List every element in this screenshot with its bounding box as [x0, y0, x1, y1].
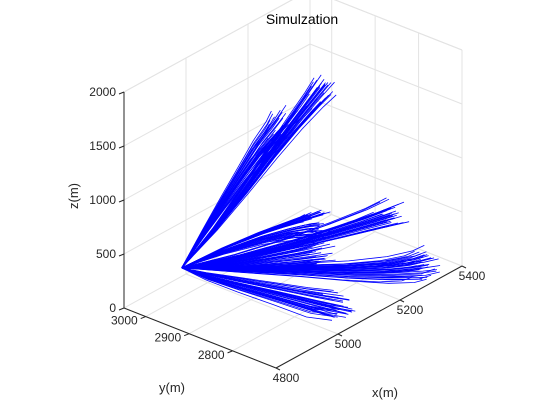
trajectory-line [181, 139, 284, 269]
z-axis-label: z(m) [66, 183, 81, 209]
y-axis-label: y(m) [159, 380, 185, 395]
x-tick-label: 4800 [273, 371, 300, 385]
trajectory-line [181, 197, 387, 269]
grid-line [309, 205, 463, 267]
trajectory-line [181, 129, 282, 269]
x-tick [461, 265, 467, 269]
trajectory-line [181, 94, 337, 269]
grid-line [333, 0, 463, 51]
grid-line [309, 151, 463, 213]
trajectory-line [181, 112, 287, 269]
trajectory-line [181, 214, 306, 269]
trajectory-line [181, 235, 325, 269]
trajectory-line [181, 267, 422, 273]
y-tick [227, 350, 233, 354]
z-tick [118, 91, 125, 95]
trajectory-line [181, 113, 274, 269]
z-tick [118, 145, 125, 149]
x-tick-label: 5000 [335, 337, 362, 351]
trajectory-line [181, 223, 324, 269]
trajectory-line [181, 112, 314, 269]
x-tick [399, 299, 405, 303]
trajectory-line [181, 267, 352, 312]
trajectory-line [181, 209, 322, 269]
trajectory-line [181, 267, 346, 314]
trajectory-line [181, 267, 339, 299]
grid-line [123, 151, 311, 255]
y-axis-line [123, 307, 277, 369]
trajectory-line [181, 267, 321, 272]
trajectory-line [181, 267, 335, 318]
z-tick [118, 253, 125, 257]
trajectories [181, 74, 441, 321]
z-tick-label: 2000 [89, 85, 116, 99]
x-tick [337, 333, 343, 337]
y-tick [140, 316, 146, 320]
trajectory-line [181, 267, 423, 278]
y-tick-label: 2800 [198, 348, 225, 362]
trajectory-line [181, 216, 385, 269]
z-tick-label: 500 [96, 247, 116, 261]
z-tick [118, 199, 125, 203]
x-tick-label: 5400 [459, 269, 486, 283]
chart-title: Simulzation [266, 11, 338, 27]
trajectory-line [181, 117, 280, 269]
grid-line [188, 231, 376, 335]
x-axis-line [275, 265, 463, 369]
trajectory-line [181, 84, 329, 269]
y-tick-label: 2900 [154, 331, 181, 345]
trajectory-line [181, 262, 317, 269]
trajectory-line [181, 267, 412, 283]
trajectory-line [181, 212, 393, 269]
grid-line [123, 205, 311, 309]
trajectory-line [181, 243, 319, 269]
trajectory-line [181, 257, 325, 269]
trajectory-line [181, 251, 313, 269]
trajectory-line [181, 212, 325, 269]
x-tick-label: 5200 [397, 303, 424, 317]
trajectory-line [181, 240, 314, 269]
trajectory-line [181, 146, 283, 269]
y-tick-label: 3000 [111, 314, 138, 328]
grid-line [185, 273, 339, 335]
trajectory-line [181, 267, 432, 281]
trajectory-line [181, 126, 270, 269]
grid-line [309, 43, 463, 105]
trajectory-line [181, 267, 337, 315]
z-tick-label: 0 [109, 301, 116, 315]
trajectory-line [181, 267, 420, 274]
x-axis-label: x(m) [372, 385, 398, 400]
grid-line [123, 43, 311, 147]
grid-line [123, 0, 293, 93]
z-tick [118, 307, 125, 311]
x-tick [275, 367, 281, 371]
z-tick-label: 1000 [89, 193, 116, 207]
y-tick [183, 333, 190, 337]
grid-line [309, 97, 463, 159]
trajectory-line [181, 203, 399, 269]
z-tick-label: 1500 [89, 139, 116, 153]
trajectory-line [181, 267, 333, 321]
